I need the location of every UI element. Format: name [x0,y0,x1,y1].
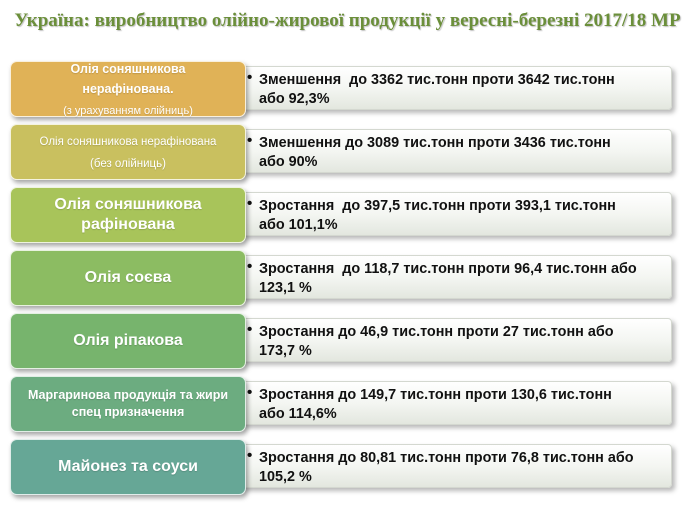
category-name: Олія соняшникова рафінована [54,196,202,233]
category-note: (без олійниць) [90,158,166,170]
description-box: • Зростання до 46,9 тис.тонн проти 27 ти… [232,318,672,362]
category-label: Майонез та соуси [10,439,246,495]
bullet-icon: • [247,258,253,275]
bullet-icon: • [247,69,253,86]
description-text: Зменшення до 3089 тис.тонн проти 3436 ти… [259,135,611,170]
row-soybean: • Зростання до 118,7 тис.тонн проти 96,4… [0,250,695,306]
category-label: Олія соєва [10,250,246,306]
category-name: Майонез та соуси [58,458,198,475]
description-box: • Зростання до 149,7 тис.тонн проти 130,… [232,381,672,425]
category-name: Олія соняшникова нерафінована. [70,62,186,96]
bullet-icon: • [247,447,253,464]
category-name: Олія ріпакова [73,332,183,349]
bullet-icon: • [247,195,253,212]
description-text: Зростання до 149,7 тис.тонн проти 130,6 … [259,387,612,422]
category-label: Олія соняшникова рафінована [10,187,246,243]
description-text: Зменшення до 3362 тис.тонн проти 3642 ти… [259,72,615,107]
category-note: (з урахуванням олійниць) [63,105,193,117]
page-title: Україна: виробництво олійно-жирової прод… [14,10,681,31]
row-sunflower-refined: • Зростання до 397,5 тис.тонн проти 393,… [0,187,695,243]
row-sunflower-unrefined-with-mills: • Зменшення до 3362 тис.тонн проти 3642 … [0,61,695,117]
description-box: • Зменшення до 3089 тис.тонн проти 3436 … [232,129,672,173]
description-text: Зростання до 397,5 тис.тонн проти 393,1 … [259,198,616,233]
category-name: Маргаринова продукція та жири спец призн… [27,388,229,419]
bullet-icon: • [247,321,253,338]
category-name: Олія соняшникова нерафінована [39,136,217,148]
category-label: Олія соняшникова нерафінована. (з урахув… [10,61,246,117]
bullet-icon: • [247,132,253,149]
description-box: • Зростання до 397,5 тис.тонн проти 393,… [232,192,672,236]
description-box: • Зростання до 118,7 тис.тонн проти 96,4… [232,255,672,299]
description-text: Зростання до 46,9 тис.тонн проти 27 тис.… [259,324,614,359]
category-label: Маргаринова продукція та жири спец призн… [10,376,246,432]
row-rapeseed: • Зростання до 46,9 тис.тонн проти 27 ти… [0,313,695,369]
row-margarine: • Зростання до 149,7 тис.тонн проти 130,… [0,376,695,432]
description-text: Зростання до 80,81 тис.тонн проти 76,8 т… [259,450,634,485]
bullet-icon: • [247,384,253,401]
description-box: • Зростання до 80,81 тис.тонн проти 76,8… [232,444,672,488]
category-label: Олія ріпакова [10,313,246,369]
description-box: • Зменшення до 3362 тис.тонн проти 3642 … [232,66,672,110]
category-label: Олія соняшникова нерафінована (без олійн… [10,124,246,180]
description-text: Зростання до 118,7 тис.тонн проти 96,4 т… [259,261,637,296]
row-sunflower-unrefined-no-mills: • Зменшення до 3089 тис.тонн проти 3436 … [0,124,695,180]
row-mayonnaise: • Зростання до 80,81 тис.тонн проти 76,8… [0,439,695,495]
category-name: Олія соєва [84,269,172,286]
